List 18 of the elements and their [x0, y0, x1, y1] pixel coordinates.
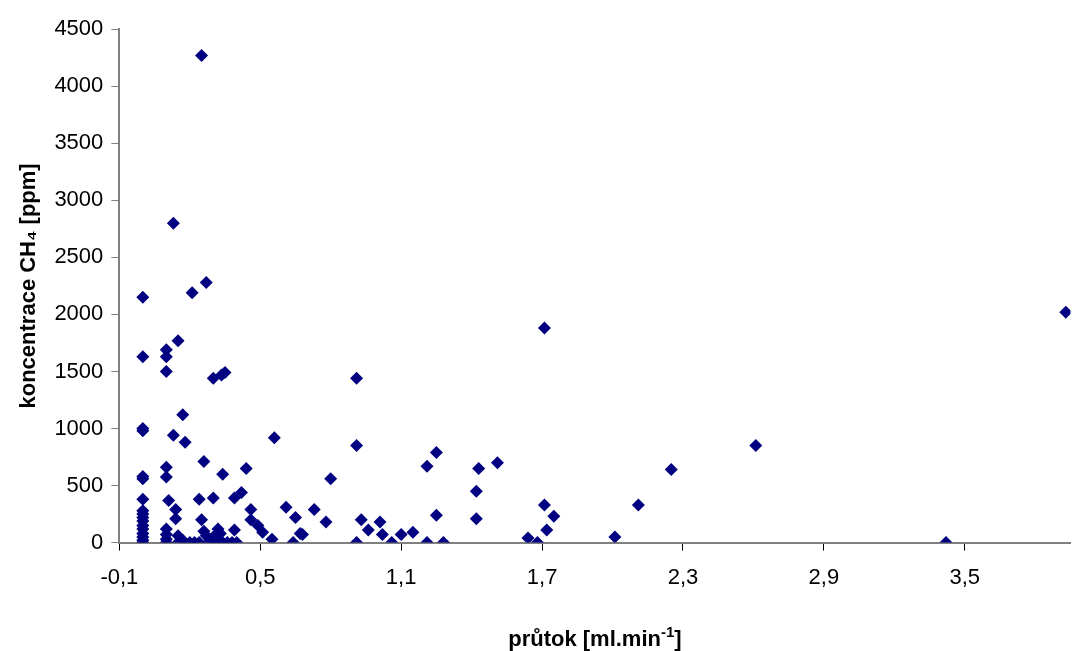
- y-tick-label: 3500: [54, 129, 104, 155]
- y-tick-label: 500: [66, 471, 104, 497]
- x-tick-label: 2,9: [808, 563, 840, 589]
- y-tick-label: 3000: [54, 186, 104, 212]
- x-tick-label: 0,5: [244, 563, 276, 589]
- y-tick-label: 2000: [54, 300, 104, 326]
- x-tick-label: -0,1: [100, 563, 139, 589]
- y-axis-title: koncentrace CH₄ [ppm]: [15, 163, 41, 409]
- y-tick-label: 2500: [54, 243, 104, 269]
- y-tick-label: 4000: [54, 72, 104, 98]
- y-tick-label: 1500: [54, 357, 104, 383]
- y-tick-label: 4500: [54, 15, 104, 41]
- x-tick-label: 1,7: [526, 563, 558, 589]
- y-tick-label: 1000: [54, 414, 104, 440]
- y-tick-label: 0: [91, 528, 104, 554]
- x-tick-label: 3,5: [949, 563, 981, 589]
- x-tick-label: 1,1: [385, 563, 417, 589]
- x-tick-label: 2,3: [667, 563, 699, 589]
